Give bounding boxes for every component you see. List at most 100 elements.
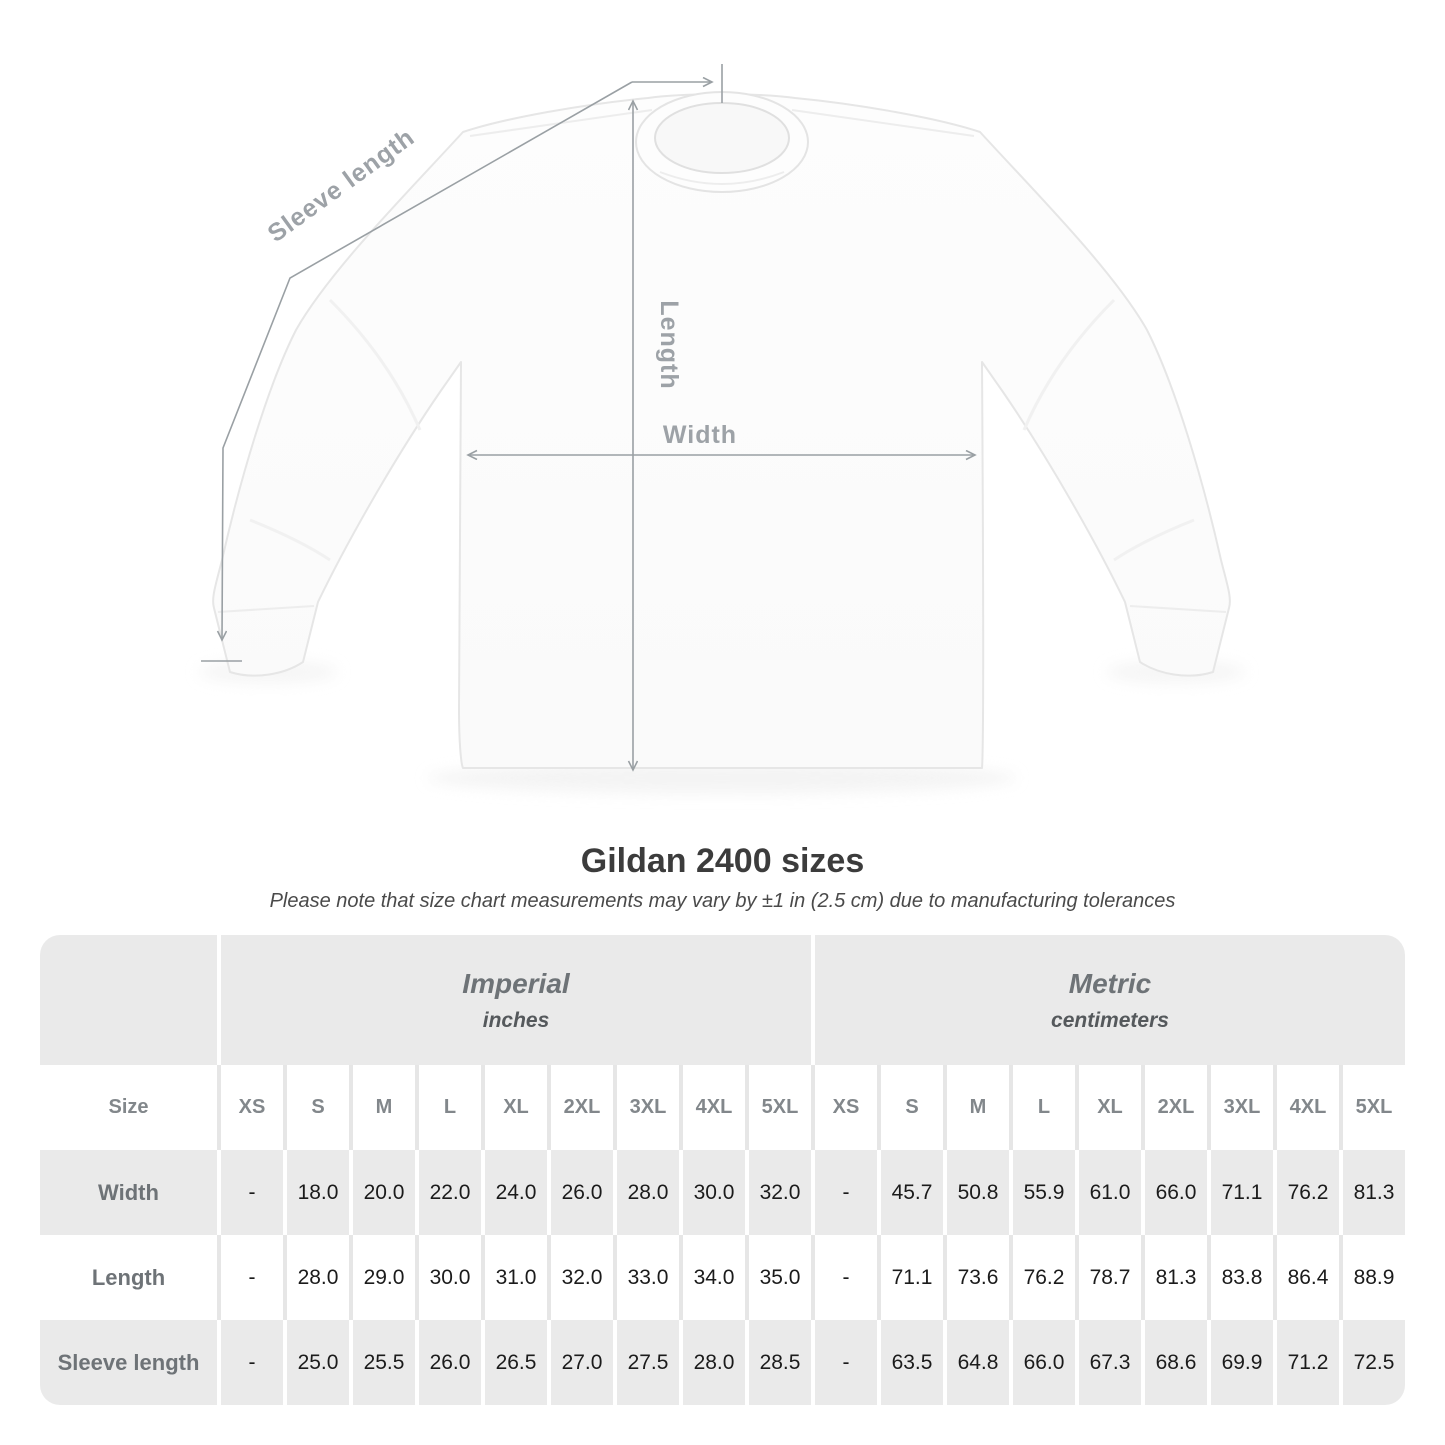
- measurement-value-cell: 63.5: [877, 1320, 943, 1406]
- measurement-row-label: Sleeve length: [40, 1320, 217, 1406]
- measurement-value-cell: 26.0: [547, 1150, 613, 1236]
- measurement-value-cell: 28.0: [679, 1320, 745, 1406]
- shirt-measurement-diagram: Sleeve length Length Width: [198, 64, 1246, 794]
- tolerance-note: Please note that size chart measurements…: [269, 890, 1176, 913]
- size-column-header: 2XL: [547, 1065, 613, 1151]
- measurement-value-cell: 30.0: [415, 1235, 481, 1321]
- measurement-value-cell: 27.0: [547, 1320, 613, 1406]
- metric-group-name: Metric: [1068, 967, 1152, 999]
- measurement-row: Width -18.0 20.0 22.0 24.0 26.0 28.0 30.0 32.0-4…: [40, 1150, 1405, 1236]
- width-label: Width: [663, 421, 737, 449]
- measurement-value-cell: 78.7: [1075, 1235, 1141, 1321]
- size-column-header: XS: [811, 1065, 877, 1151]
- size-column-header: 5XL: [745, 1065, 811, 1151]
- measurement-value-cell: 66.0: [1009, 1320, 1075, 1406]
- measurement-value-cell: -: [811, 1320, 877, 1406]
- measurement-value-cell: 55.9: [1009, 1150, 1075, 1236]
- measurement-value-cell: 25.0: [283, 1320, 349, 1406]
- measurement-value-cell: 73.6: [943, 1235, 1009, 1321]
- long-sleeve-shirt: [212, 91, 1231, 769]
- group-corner-cell: [40, 935, 217, 1066]
- collar-inner: [654, 102, 790, 174]
- size-header-row: Size XS S M L XL 2XL 3XL 4XL 5XL XS S M L XL 2XL 3XL 4XL…: [40, 1065, 1405, 1151]
- size-column-header: XL: [1075, 1065, 1141, 1151]
- measurement-value-cell: 28.5: [745, 1320, 811, 1406]
- size-column-header: L: [1009, 1065, 1075, 1151]
- title-block: Gildan 2400 sizes Please note that size …: [0, 842, 1445, 913]
- size-column-header: M: [349, 1065, 415, 1151]
- size-column-header: 4XL: [679, 1065, 745, 1151]
- size-column-header: 2XL: [1141, 1065, 1207, 1151]
- imperial-group-name: Imperial: [462, 967, 570, 999]
- measurement-value-cell: 64.8: [943, 1320, 1009, 1406]
- size-column-header: S: [283, 1065, 349, 1151]
- measurement-value-cell: 33.0: [613, 1235, 679, 1321]
- measurement-value-cell: 71.1: [877, 1235, 943, 1321]
- imperial-group-unit: inches: [482, 1008, 550, 1032]
- measurement-value-cell: -: [811, 1235, 877, 1321]
- measurement-value-cell: 30.0: [679, 1150, 745, 1236]
- measurement-value-cell: 67.3: [1075, 1320, 1141, 1406]
- size-corner-header: Size: [40, 1065, 217, 1151]
- size-column-header: 5XL: [1339, 1065, 1405, 1151]
- measurement-row-label: Length: [40, 1235, 217, 1321]
- size-column-header: 4XL: [1273, 1065, 1339, 1151]
- measurement-value-cell: 81.3: [1141, 1235, 1207, 1321]
- size-table: Imperial inches Metric centimeters Size …: [40, 935, 1405, 1406]
- measurement-value-cell: 71.2: [1273, 1320, 1339, 1406]
- measurement-value-cell: 34.0: [679, 1235, 745, 1321]
- measurement-value-cell: -: [811, 1150, 877, 1236]
- measurement-value-cell: 18.0: [283, 1150, 349, 1236]
- measurement-value-cell: 20.0: [349, 1150, 415, 1236]
- size-column-header: 3XL: [613, 1065, 679, 1151]
- measurement-value-cell: 28.0: [283, 1235, 349, 1321]
- measurement-value-cell: 35.0: [745, 1235, 811, 1321]
- measurement-value-cell: 83.8: [1207, 1235, 1273, 1321]
- measurement-value-cell: 69.9: [1207, 1320, 1273, 1406]
- measurement-value-cell: 72.5: [1339, 1320, 1405, 1406]
- size-column-header: XS: [217, 1065, 283, 1151]
- size-table-body: Width -18.0 20.0 22.0 24.0 26.0 28.0 30.0 32.0-4…: [40, 1150, 1405, 1406]
- measurement-row: Sleeve length -25.0 25.5 26.0 26.5 27.0 27.5 28…: [40, 1320, 1405, 1406]
- shirt-diagram-svg: Sleeve length Length Width: [198, 64, 1246, 794]
- measurement-value-cell: 61.0: [1075, 1150, 1141, 1236]
- measurement-value-cell: 45.7: [877, 1150, 943, 1236]
- metric-group-unit: centimeters: [1051, 1008, 1169, 1032]
- imperial-group-header: Imperial inches: [217, 935, 811, 1066]
- measurement-value-cell: -: [217, 1150, 283, 1236]
- measurement-value-cell: 25.5: [349, 1320, 415, 1406]
- size-column-header: L: [415, 1065, 481, 1151]
- measurement-value-cell: 24.0: [481, 1150, 547, 1236]
- measurement-value-cell: 27.5: [613, 1320, 679, 1406]
- length-label: Length: [655, 300, 683, 389]
- measurement-value-cell: 81.3: [1339, 1150, 1405, 1236]
- measurement-value-cell: 32.0: [745, 1150, 811, 1236]
- measurement-value-cell: 29.0: [349, 1235, 415, 1321]
- measurement-value-cell: 88.9: [1339, 1235, 1405, 1321]
- measurement-value-cell: 22.0: [415, 1150, 481, 1236]
- measurement-value-cell: 32.0: [547, 1235, 613, 1321]
- unit-group-row: Imperial inches Metric centimeters: [40, 935, 1405, 1066]
- measurement-value-cell: 76.2: [1009, 1235, 1075, 1321]
- measurement-value-cell: 66.0: [1141, 1150, 1207, 1236]
- page-title: Gildan 2400 sizes: [580, 842, 865, 880]
- measurement-row: Length -28.0 29.0 30.0 31.0 32.0 33.0 34.0 35.0-…: [40, 1235, 1405, 1321]
- size-column-header: M: [943, 1065, 1009, 1151]
- measurement-value-cell: 68.6: [1141, 1320, 1207, 1406]
- measurement-value-cell: -: [217, 1320, 283, 1406]
- measurement-value-cell: 28.0: [613, 1150, 679, 1236]
- size-chart: Imperial inches Metric centimeters Size …: [40, 935, 1405, 1406]
- measurement-value-cell: 76.2: [1273, 1150, 1339, 1236]
- measurement-value-cell: 86.4: [1273, 1235, 1339, 1321]
- sleeve-length-line: [222, 81, 633, 640]
- size-column-header: 3XL: [1207, 1065, 1273, 1151]
- size-column-header: S: [877, 1065, 943, 1151]
- measurement-value-cell: -: [217, 1235, 283, 1321]
- metric-group-header: Metric centimeters: [811, 935, 1405, 1066]
- measurement-value-cell: 26.0: [415, 1320, 481, 1406]
- measurement-row-label: Width: [40, 1150, 217, 1236]
- measurement-value-cell: 26.5: [481, 1320, 547, 1406]
- measurement-value-cell: 71.1: [1207, 1150, 1273, 1236]
- size-column-header: XL: [481, 1065, 547, 1151]
- measurement-value-cell: 31.0: [481, 1235, 547, 1321]
